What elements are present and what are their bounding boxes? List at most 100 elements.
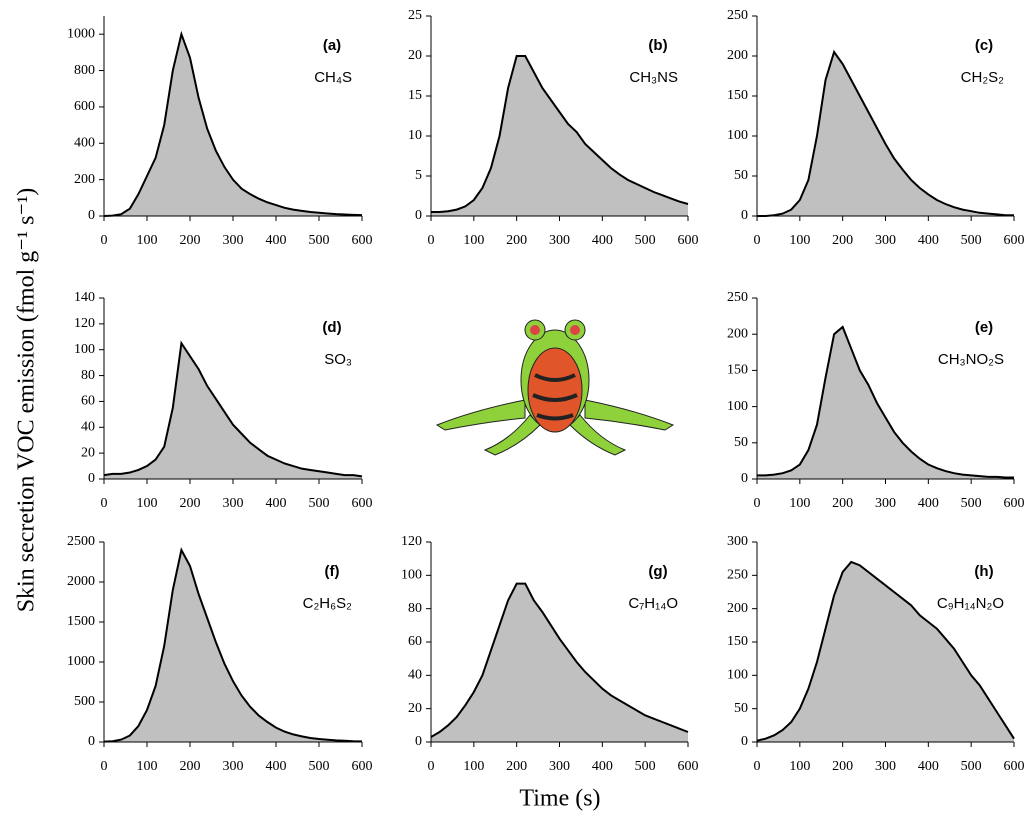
y-tick-label: 250: [727, 290, 748, 305]
x-tick-label: 0: [428, 759, 435, 774]
y-tick-label: 120: [401, 534, 422, 549]
x-tick-label: 500: [961, 759, 982, 774]
panel-letter: (b): [648, 37, 667, 54]
x-tick-label: 500: [961, 496, 982, 511]
x-tick-label: 400: [592, 759, 613, 774]
x-tick-label: 200: [506, 233, 527, 248]
area: [431, 56, 688, 216]
x-tick-label: 200: [832, 496, 853, 511]
x-tick-label: 400: [918, 233, 939, 248]
x-tick-label: 600: [678, 233, 699, 248]
area: [431, 583, 688, 742]
y-tick-label: 200: [727, 601, 748, 616]
x-tick-label: 0: [101, 759, 108, 774]
y-tick-label: 60: [81, 394, 95, 409]
y-tick-label: 50: [734, 435, 748, 450]
x-tick-label: 100: [137, 233, 158, 248]
y-tick-label: 15: [408, 88, 422, 103]
y-tick-label: 0: [88, 734, 95, 749]
x-tick-label: 400: [266, 496, 287, 511]
compound-label: C₇H₁₄O: [628, 595, 678, 612]
x-tick-label: 600: [352, 759, 373, 774]
x-tick-label: 600: [1004, 233, 1025, 248]
x-tick-label: 200: [180, 233, 201, 248]
y-tick-label: 0: [415, 734, 422, 749]
x-tick-label: 200: [506, 759, 527, 774]
x-tick-label: 500: [309, 759, 330, 774]
x-tick-label: 600: [1004, 496, 1025, 511]
x-tick-label: 200: [180, 496, 201, 511]
y-tick-label: 200: [74, 172, 95, 187]
x-tick-label: 300: [549, 233, 570, 248]
x-tick-label: 100: [463, 233, 484, 248]
x-tick-label: 200: [832, 233, 853, 248]
frog-illustration: [435, 319, 675, 456]
x-tick-label: 600: [1004, 759, 1025, 774]
y-tick-label: 150: [727, 634, 748, 649]
y-tick-label: 150: [727, 88, 748, 103]
x-tick-label: 0: [428, 233, 435, 248]
y-tick-label: 20: [408, 701, 422, 716]
x-tick-label: 100: [789, 233, 810, 248]
y-tick-label: 140: [74, 290, 95, 305]
area: [757, 326, 1014, 479]
line: [757, 325, 1014, 479]
panel-letter: (g): [648, 563, 667, 580]
y-tick-label: 100: [401, 568, 422, 583]
y-tick-label: 80: [408, 601, 422, 616]
y-tick-label: 25: [408, 8, 422, 23]
compound-label: CH₃NO₂S: [938, 351, 1004, 368]
y-tick-label: 100: [727, 668, 748, 683]
y-tick-label: 100: [74, 342, 95, 357]
y-tick-label: 5: [415, 168, 422, 183]
x-tick-label: 600: [352, 496, 373, 511]
y-tick-label: 20: [408, 48, 422, 63]
y-tick-label: 10: [408, 128, 422, 143]
x-tick-label: 300: [549, 759, 570, 774]
x-tick-label: 100: [137, 759, 158, 774]
compound-label: CH₃NS: [629, 69, 678, 86]
x-tick-label: 500: [309, 233, 330, 248]
x-tick-label: 300: [223, 496, 244, 511]
line: [103, 547, 363, 743]
y-tick-label: 400: [74, 135, 95, 150]
x-tick-label: 400: [266, 759, 287, 774]
y-tick-label: 1000: [67, 26, 95, 41]
y-tick-label: 2000: [67, 574, 95, 589]
x-tick-label: 0: [754, 759, 761, 774]
x-tick-label: 300: [875, 496, 896, 511]
panel-letter: (a): [323, 37, 341, 54]
area: [104, 343, 362, 479]
y-tick-label: 50: [734, 168, 748, 183]
x-tick-label: 200: [832, 759, 853, 774]
line: [431, 55, 689, 213]
compound-label: C₂H₆S₂: [303, 595, 353, 612]
x-tick-label: 200: [180, 759, 201, 774]
x-tick-label: 0: [754, 233, 761, 248]
compound-label: C₉H₁₄N₂O: [937, 595, 1004, 612]
compound-label: CH₄S: [314, 69, 352, 86]
y-tick-label: 0: [88, 471, 95, 486]
y-tick-label: 2500: [67, 534, 95, 549]
y-tick-label: 100: [727, 399, 748, 414]
y-tick-label: 250: [727, 568, 748, 583]
area: [104, 550, 362, 742]
y-tick-label: 50: [734, 701, 748, 716]
y-tick-label: 300: [727, 534, 748, 549]
x-tick-label: 300: [875, 233, 896, 248]
x-axis-label: Time (s): [519, 786, 600, 812]
line: [103, 340, 363, 478]
x-tick-label: 100: [789, 496, 810, 511]
x-tick-label: 300: [875, 759, 896, 774]
y-tick-label: 600: [74, 99, 95, 114]
y-tick-label: 1500: [67, 614, 95, 629]
x-tick-label: 500: [635, 759, 656, 774]
y-tick-label: 0: [741, 208, 748, 223]
panel-letter: (c): [975, 37, 993, 54]
y-tick-label: 40: [81, 420, 95, 435]
y-tick-label: 500: [74, 694, 95, 709]
y-tick-label: 0: [415, 208, 422, 223]
x-tick-label: 100: [137, 496, 158, 511]
